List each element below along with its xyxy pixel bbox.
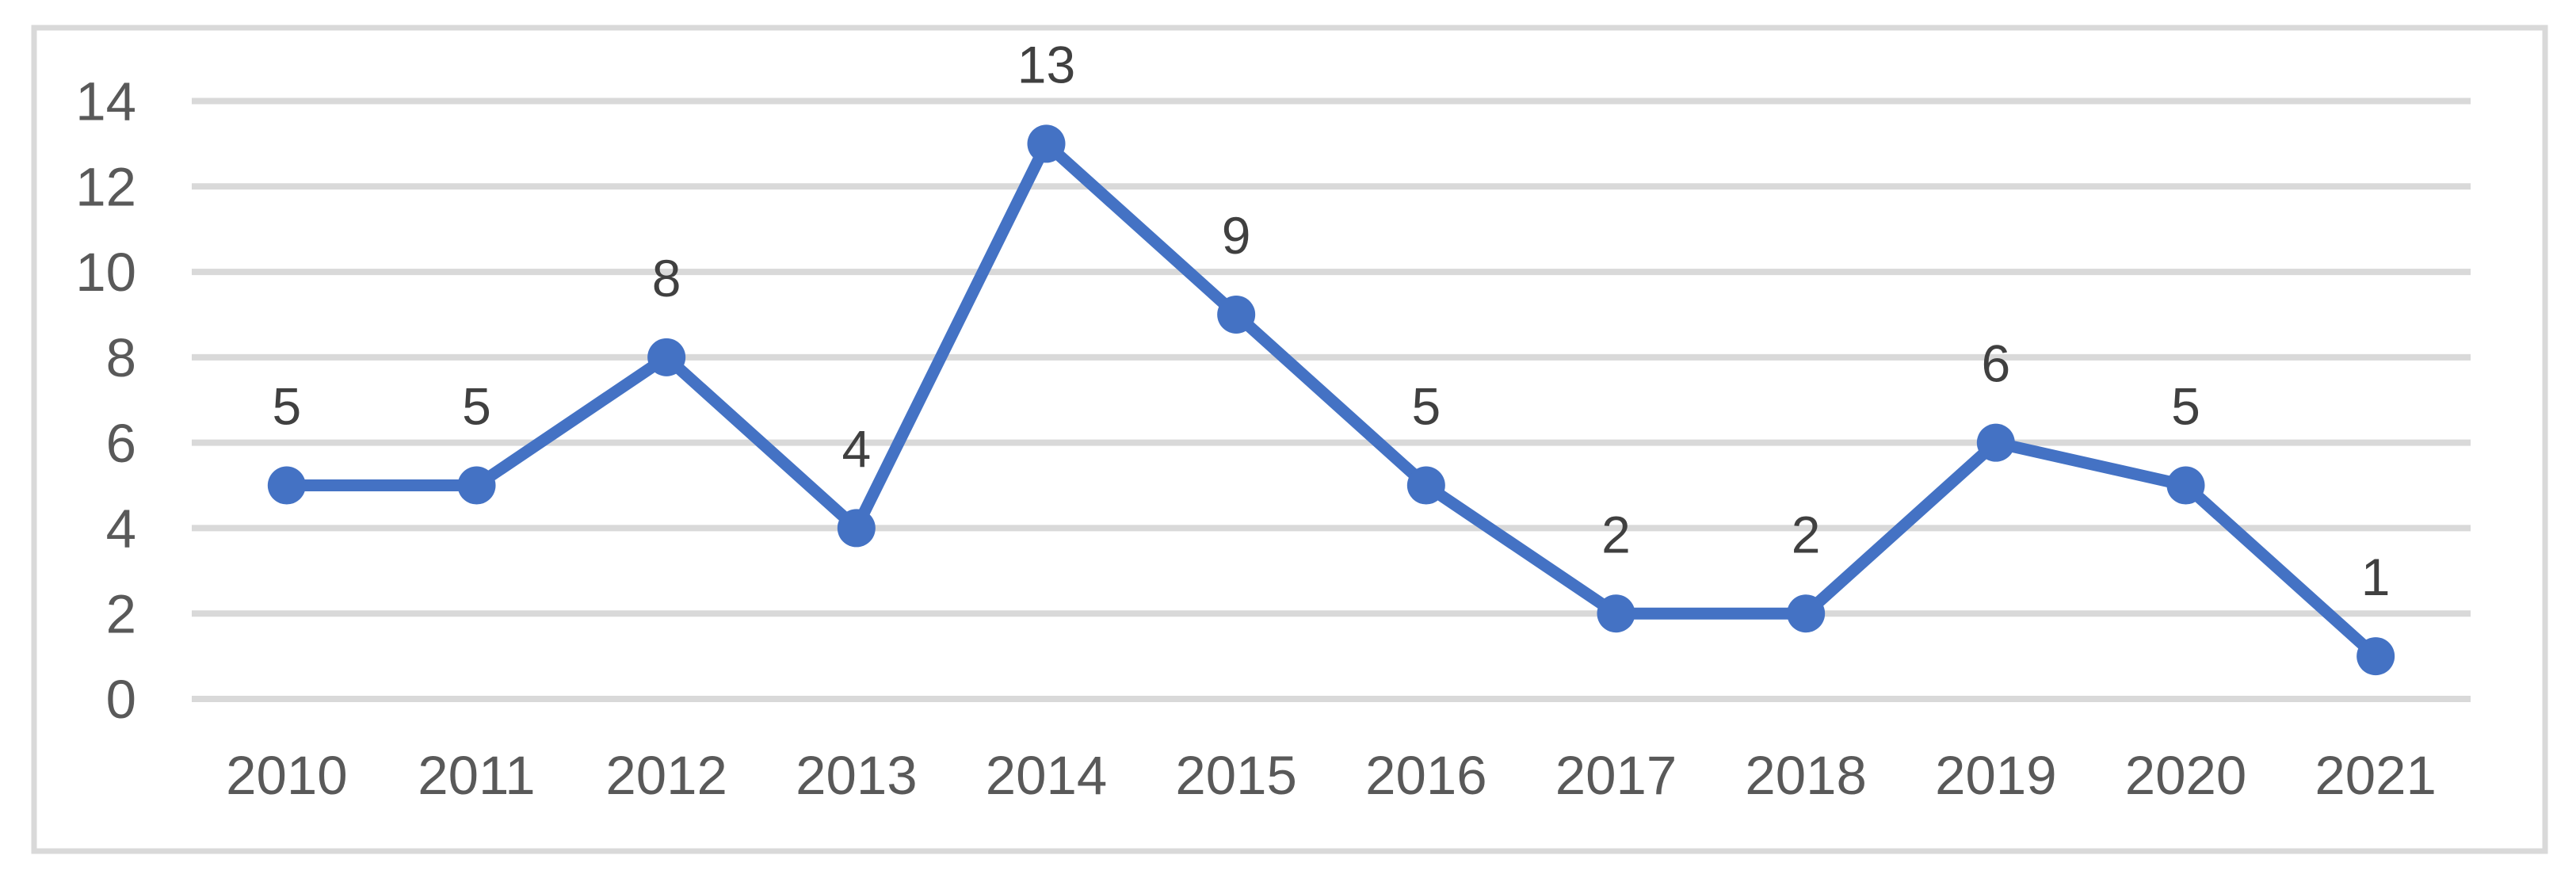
data-point-label: 5 [462,377,491,436]
x-tick-label: 2018 [1745,745,1867,806]
data-point-marker [1787,594,1826,633]
x-tick-label: 2016 [1365,745,1487,806]
x-tick-label: 2017 [1555,745,1677,806]
data-point-label: 1 [2361,548,2391,606]
data-point-marker [1217,295,1256,334]
data-point-marker [457,466,496,505]
series-line [280,137,2382,662]
data-point-label: 4 [841,420,871,479]
x-tick-label: 2011 [418,745,535,806]
data-point-label: 2 [1601,505,1631,563]
data-point-marker [1027,124,1066,163]
x-tick-label: 2012 [605,745,727,806]
data-point-label: 5 [272,377,301,436]
y-tick-label: 10 [75,242,136,303]
data-point-marker [2166,466,2205,505]
x-tick-label: 2013 [796,745,918,806]
data-point-label: 2 [1792,505,1821,563]
y-tick-label: 2 [106,583,136,644]
x-tick-label: 2015 [1175,745,1297,806]
y-tick-label: 8 [106,327,136,388]
y-tick-label: 12 [75,156,136,217]
data-point-label: 9 [1222,206,1251,265]
chart-border [31,25,2548,854]
data-point-marker [1976,423,2015,462]
data-point-marker [647,338,686,376]
x-tick-label: 2019 [1935,745,2057,806]
y-tick-label: 14 [75,71,136,132]
data-point-marker [2357,637,2395,676]
data-point-label: 5 [1411,377,1441,436]
y-tick-label: 4 [106,498,136,559]
data-point-label: 8 [652,249,681,307]
data-point-marker [1597,594,1635,633]
data-point-marker [267,466,306,505]
y-tick-label: 0 [106,669,136,730]
x-tick-label: 2010 [226,745,348,806]
data-point-marker [1406,466,1445,505]
data-point-label: 6 [1981,334,2010,393]
x-tick-label: 2021 [2315,745,2437,806]
data-point-label: 5 [2171,377,2200,436]
data-point-marker [837,509,876,548]
data-point-label: 13 [1017,35,1075,94]
x-tick-label: 2014 [986,745,1108,806]
y-tick-label: 6 [106,413,136,474]
x-tick-label: 2020 [2125,745,2247,806]
